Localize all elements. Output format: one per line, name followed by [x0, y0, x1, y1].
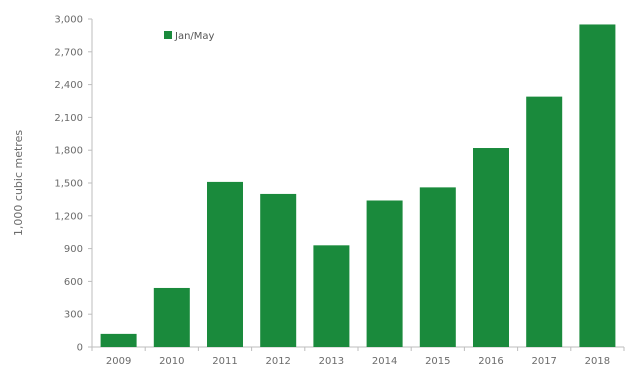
bar-series [100, 24, 616, 347]
x-tick-label: 2016 [478, 356, 503, 367]
bar-2013 [313, 245, 350, 347]
y-axis: 0 300 600 900 1,200 1,500 1,800 2,100 2,400 2,700… [54, 15, 93, 354]
y-axis-title: 1,000 cubic metres [12, 130, 25, 236]
x-axis: 2009 2010 2011 2012 2013 2014 2015 2016 2017 2018 [91, 346, 625, 367]
bar-2016 [473, 148, 509, 347]
y-tick-label: 3,000 [54, 15, 83, 26]
x-tick-label: 2009 [106, 356, 131, 367]
bar-2015 [419, 187, 456, 347]
x-tick-label: 2015 [425, 356, 450, 367]
y-tick-label: 2,100 [54, 113, 83, 124]
bar-2009 [100, 333, 137, 347]
y-tick-label: 600 [64, 277, 83, 288]
y-tick-label: 2,400 [54, 80, 83, 91]
y-tick-label: 0 [77, 343, 83, 354]
bar-2017 [526, 96, 563, 347]
bar-2010 [153, 287, 190, 347]
y-tick-label: 1,800 [54, 146, 83, 157]
x-tick-label: 2013 [319, 356, 344, 367]
y-tick-label: 1,200 [54, 211, 83, 222]
bar-2014 [366, 200, 403, 347]
y-tick-label: 300 [64, 310, 83, 321]
x-tick-label: 2018 [585, 356, 610, 367]
x-tick-label: 2014 [372, 356, 397, 367]
y-tick-label: 900 [64, 244, 83, 255]
x-tick-label: 2017 [531, 356, 556, 367]
bar-2011 [207, 181, 243, 347]
bar-2018 [579, 24, 616, 347]
legend: Jan/May [164, 31, 215, 42]
y-tick-label: 1,500 [54, 179, 83, 190]
legend-swatch [164, 31, 172, 39]
x-tick-label: 2010 [159, 356, 184, 367]
y-tick-label: 2,700 [54, 47, 83, 58]
legend-label: Jan/May [174, 31, 215, 42]
x-tick-label: 2011 [212, 356, 237, 367]
x-tick-label: 2012 [265, 356, 290, 367]
bar-2012 [260, 193, 297, 347]
